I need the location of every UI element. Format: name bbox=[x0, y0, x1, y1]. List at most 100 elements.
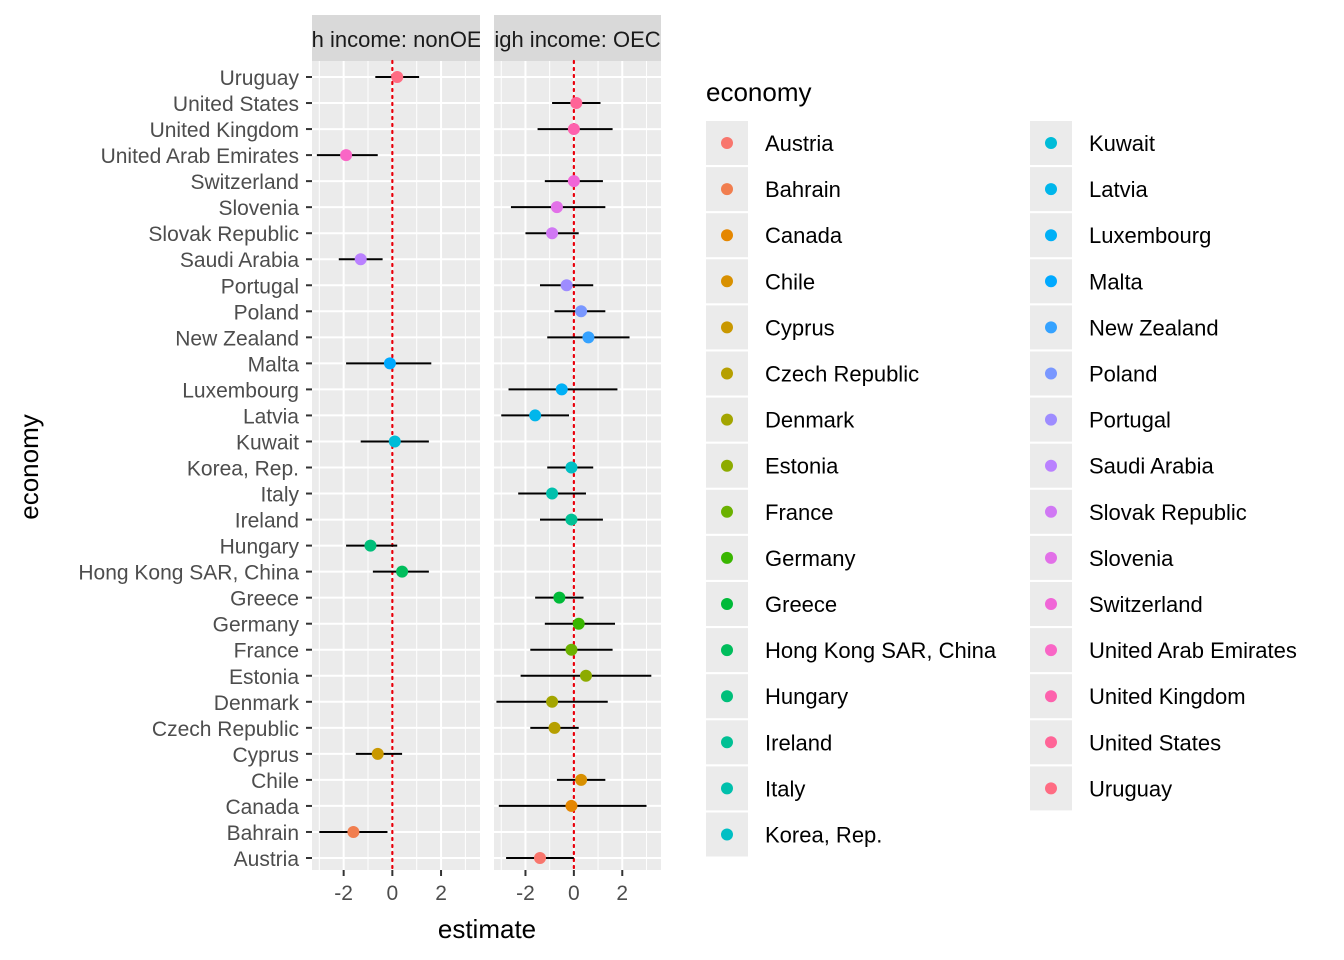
legend-swatch bbox=[721, 644, 733, 657]
y-tick-label: Estonia bbox=[229, 666, 299, 689]
legend: economy Austria Bahrain Canada Chile Cyprus C… bbox=[706, 77, 1297, 857]
legend-swatch bbox=[1045, 137, 1057, 149]
axes: estimate economy -2 0 2 -2 0 2 Austria Bahrain C… bbox=[14, 67, 628, 944]
y-tick-label: Ireland bbox=[235, 510, 299, 533]
legend-swatch bbox=[721, 828, 733, 841]
legend-swatch bbox=[721, 551, 733, 564]
legend-label: Latvia bbox=[1089, 177, 1148, 202]
legend-swatch bbox=[1045, 644, 1057, 657]
data-point bbox=[572, 617, 585, 630]
legend-item: Hungary bbox=[706, 674, 848, 719]
legend-swatch bbox=[1045, 275, 1057, 288]
legend-item: Estonia bbox=[706, 443, 839, 488]
y-tick-label: Cyprus bbox=[232, 744, 299, 767]
legend-label: United Kingdom bbox=[1089, 684, 1246, 709]
legend-item: United States bbox=[1030, 720, 1221, 765]
legend-label: Poland bbox=[1089, 362, 1158, 387]
legend-item: France bbox=[706, 489, 833, 534]
y-tick-label: Slovak Republic bbox=[148, 223, 299, 246]
data-point bbox=[548, 721, 561, 734]
legend-label: Italy bbox=[765, 776, 805, 801]
data-point bbox=[529, 409, 542, 422]
legend-item: Uruguay bbox=[1030, 766, 1172, 811]
legend-item: Bahrain bbox=[706, 167, 841, 212]
legend-label: Hungary bbox=[765, 684, 848, 709]
legend-item: Ireland bbox=[706, 720, 832, 765]
legend-label: Malta bbox=[1089, 269, 1144, 294]
facet-strip-label: High income: nonOECD bbox=[279, 27, 514, 52]
legend-title: economy bbox=[706, 77, 812, 107]
data-point bbox=[340, 149, 353, 162]
data-point bbox=[550, 201, 563, 214]
legend-item: Portugal bbox=[1030, 397, 1171, 442]
legend-swatch bbox=[721, 321, 733, 334]
y-tick-label: Austria bbox=[234, 848, 300, 871]
legend-swatch bbox=[721, 183, 733, 196]
data-point bbox=[555, 383, 568, 396]
legend-swatch bbox=[1045, 459, 1057, 472]
legend-label: Estonia bbox=[765, 454, 839, 479]
legend-label: Portugal bbox=[1089, 408, 1171, 433]
legend-swatch bbox=[721, 690, 733, 703]
y-tick-label: Hong Kong SAR, China bbox=[78, 562, 299, 585]
y-tick-label: Greece bbox=[230, 588, 299, 611]
legend-item: Austria bbox=[706, 121, 834, 165]
legend-item: Greece bbox=[706, 582, 837, 626]
panel-background bbox=[494, 61, 661, 870]
facet-strip bbox=[312, 15, 480, 61]
data-point bbox=[533, 852, 546, 864]
facet-strip-label: High income: OECD bbox=[478, 27, 676, 52]
legend-swatch bbox=[1045, 782, 1057, 795]
legend-label: Slovenia bbox=[1089, 546, 1174, 571]
legend-label: Luxembourg bbox=[1089, 223, 1211, 248]
legend-item: United Arab Emirates bbox=[1030, 628, 1297, 673]
legend-item: Slovenia bbox=[1030, 535, 1174, 580]
data-point bbox=[388, 435, 401, 448]
facet-panel: High income: OECD bbox=[478, 15, 676, 872]
y-tick-label: Latvia bbox=[243, 405, 299, 428]
y-tick-label: Hungary bbox=[220, 536, 300, 559]
legend-label: Hong Kong SAR, China bbox=[765, 638, 997, 663]
x-tick-label: 0 bbox=[387, 882, 399, 905]
data-point bbox=[575, 305, 588, 318]
x-tick-label: 0 bbox=[568, 882, 580, 905]
y-tick-label: New Zealand bbox=[175, 327, 299, 350]
legend-swatch bbox=[721, 137, 733, 149]
y-tick-label: Italy bbox=[260, 484, 299, 507]
data-point bbox=[553, 591, 566, 604]
legend-label: Cyprus bbox=[765, 315, 835, 340]
legend-swatch bbox=[721, 782, 733, 795]
x-axis-title: estimate bbox=[438, 914, 536, 944]
legend-item: Denmark bbox=[706, 397, 855, 442]
y-axis-title: economy bbox=[14, 414, 44, 520]
legend-swatch bbox=[721, 413, 733, 426]
data-point bbox=[391, 71, 404, 83]
legend-swatch bbox=[721, 505, 733, 518]
y-tick-label: Luxembourg bbox=[182, 379, 299, 402]
y-tick-label: United States bbox=[173, 93, 299, 116]
data-point bbox=[560, 279, 573, 292]
data-point bbox=[582, 331, 595, 344]
legend-swatch bbox=[1045, 598, 1057, 610]
data-point bbox=[575, 773, 588, 786]
legend-swatch bbox=[721, 367, 733, 380]
y-tick-label: France bbox=[234, 640, 299, 663]
legend-item: Chile bbox=[706, 259, 815, 304]
legend-swatch bbox=[721, 598, 733, 610]
legend-item: Czech Republic bbox=[706, 351, 919, 396]
legend-label: United Arab Emirates bbox=[1089, 638, 1297, 663]
legend-swatch bbox=[1045, 229, 1057, 242]
legend-swatch bbox=[1045, 690, 1057, 703]
y-tick-label: Canada bbox=[225, 796, 299, 819]
legend-label: Austria bbox=[765, 131, 834, 156]
legend-label: Czech Republic bbox=[765, 362, 919, 387]
x-tick-label: -2 bbox=[334, 882, 353, 905]
legend-swatch bbox=[1045, 413, 1057, 426]
x-tick-label: 2 bbox=[435, 882, 447, 905]
legend-label: Switzerland bbox=[1089, 592, 1203, 617]
legend-item: Slovak Republic bbox=[1030, 489, 1247, 534]
panel-background bbox=[312, 61, 480, 870]
facet-panel: High income: nonOECD bbox=[279, 15, 514, 872]
legend-item: New Zealand bbox=[1030, 305, 1219, 350]
legend-label: United States bbox=[1089, 730, 1221, 755]
